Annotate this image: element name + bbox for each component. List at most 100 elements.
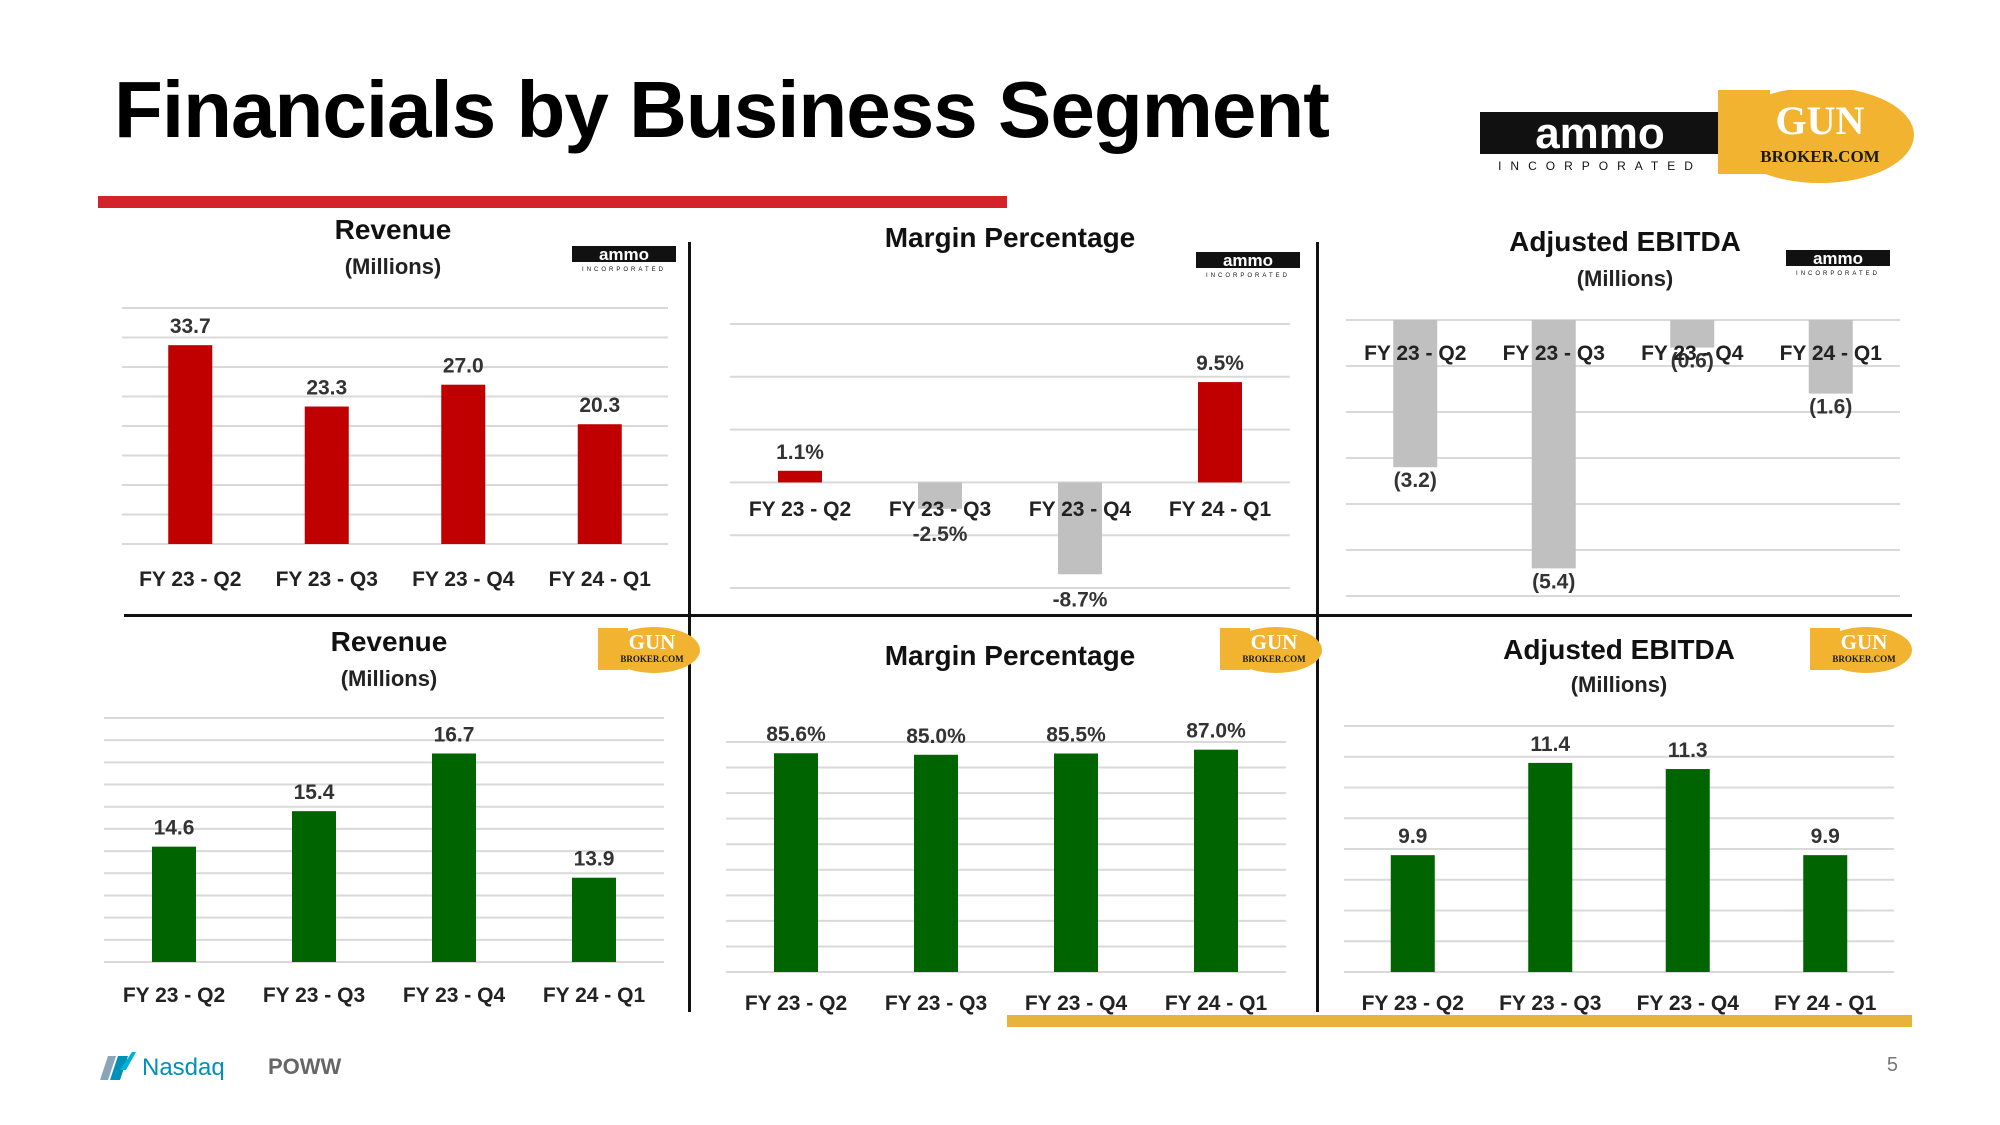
data-label: 9.9 xyxy=(1398,825,1427,848)
data-label: 23.3 xyxy=(306,377,347,400)
bar-1 xyxy=(168,345,213,544)
data-label: -8.7% xyxy=(1053,588,1108,611)
bar-2 xyxy=(914,754,958,972)
category-label: FY 23 - Q4 xyxy=(1025,992,1128,1015)
chart-subtitle: (Millions) xyxy=(1570,672,1668,697)
bar-4 xyxy=(1194,749,1238,972)
brand-logos: ammo INCORPORATED GUN BROKER.COM xyxy=(1480,90,1914,183)
chart-ammo-margin: 1.1% FY 23 - Q2 -2.5%FY 23 - Q3 -8.7% FY 23 … xyxy=(730,323,1290,611)
data-label: 85.0% xyxy=(906,725,966,748)
bar-3 xyxy=(1054,753,1098,972)
category-label: FY 24 - Q1 xyxy=(543,984,646,1007)
ammo-mini-logo: ammo INCORPORATED xyxy=(1196,251,1300,279)
data-label: 20.3 xyxy=(579,394,620,417)
category-label: FY 23 - Q3 xyxy=(1499,992,1601,1015)
bottom-accent-rule xyxy=(1007,1015,1912,1027)
nasdaq-logo: Nasdaq xyxy=(100,1052,225,1081)
category-label: FY 23 - Q4 xyxy=(403,984,506,1007)
category-label: FY 23 - Q3 xyxy=(263,984,365,1007)
gunbroker-logo: GUN BROKER.COM xyxy=(1718,90,1914,183)
svg-text:BROKER.COM: BROKER.COM xyxy=(1832,654,1896,664)
bar-4 xyxy=(1808,320,1853,394)
bar-3 xyxy=(432,753,476,962)
svg-text:ammo: ammo xyxy=(1813,249,1863,268)
data-label: 1.1% xyxy=(776,441,824,464)
data-label: 11.4 xyxy=(1530,733,1570,756)
panel-divider-horizontal xyxy=(124,614,1912,617)
chart-panel-ammo-revenue: 33.7 FY 23 - Q2 23.3 FY 23 - Q3 27.0 FY 23 - … xyxy=(108,214,678,612)
chart-ammo-revenue: 33.7 FY 23 - Q2 23.3 FY 23 - Q3 27.0 FY 23 - … xyxy=(122,307,668,591)
category-label: FY 23 - Q2 xyxy=(1362,992,1464,1015)
data-label: 33.7 xyxy=(170,315,211,338)
data-label: (5.4) xyxy=(1532,570,1575,593)
bar-2 xyxy=(1528,762,1573,972)
panel-divider-vertical-left xyxy=(688,242,691,1012)
svg-text:INCORPORATED: INCORPORATED xyxy=(1796,271,1880,277)
bar-4 xyxy=(572,877,616,962)
bar-2 xyxy=(1531,320,1576,569)
svg-text:INCORPORATED: INCORPORATED xyxy=(1206,273,1290,279)
gunbroker-line2: BROKER.COM xyxy=(1760,147,1879,166)
svg-text:BROKER.COM: BROKER.COM xyxy=(620,654,684,664)
category-label: FY 23 - Q2 xyxy=(749,498,851,521)
chart-panel-gb-revenue: 14.6 FY 23 - Q2 15.4 FY 23 - Q3 16.7 FY 23 - … xyxy=(104,626,700,1016)
category-label: FY 23 - Q3 xyxy=(276,568,378,591)
bar-2 xyxy=(292,811,336,962)
title-underline xyxy=(98,196,1007,208)
gunbroker-line1: GUN xyxy=(1776,98,1865,143)
chart-title: Revenue xyxy=(334,214,452,245)
data-label: -2.5% xyxy=(913,523,968,546)
page-title: Financials by Business Segment xyxy=(114,65,1330,154)
chart-panel-gb-ebitda: 9.9 FY 23 - Q2 11.4 FY 23 - Q3 11.3 FY 23 - Q… xyxy=(1334,626,1912,1016)
data-label: 9.5% xyxy=(1196,352,1244,375)
ammo-mini-logo: ammo INCORPORATED xyxy=(572,245,676,273)
svg-text:ammo: ammo xyxy=(1223,251,1273,270)
svg-text:ammo: ammo xyxy=(599,245,649,264)
svg-text:GUN: GUN xyxy=(629,630,676,654)
bar-1 xyxy=(152,846,196,962)
chart-panel-gb-margin: 85.6% FY 23 - Q2 85.0% FY 23 - Q3 85.5% FY 23… xyxy=(720,626,1322,1016)
chart-title: Adjusted EBITDA xyxy=(1509,226,1741,257)
panel-divider-vertical-right xyxy=(1316,242,1319,1012)
ammo-mini-logo: ammo INCORPORATED xyxy=(1786,249,1890,277)
bar-3 xyxy=(1665,769,1710,972)
data-label: 27.0 xyxy=(443,355,484,378)
bar-1 xyxy=(778,470,822,483)
category-label: FY 24 - Q1 xyxy=(1169,498,1272,521)
chart-subtitle: (Millions) xyxy=(340,666,438,691)
chart-title: Adjusted EBITDA xyxy=(1503,634,1735,665)
data-label: (0.6) xyxy=(1671,350,1714,373)
data-label: 11.3 xyxy=(1668,739,1708,762)
bar-3 xyxy=(1670,320,1715,348)
chart-panel-ammo-ebitda: (3.2) FY 23 - Q2 (5.4) FY 23 - Q3 (0.6) FY 23… xyxy=(1340,214,1910,612)
ammo-wordmark: ammo xyxy=(1535,109,1665,158)
category-label: FY 23 - Q4 xyxy=(1637,992,1740,1015)
category-label: FY 24 - Q1 xyxy=(1774,992,1877,1015)
svg-text:GUN: GUN xyxy=(1841,630,1888,654)
page-number: 5 xyxy=(1886,1054,1898,1076)
bar-2 xyxy=(304,406,349,544)
nasdaq-wordmark: Nasdaq xyxy=(142,1054,225,1081)
data-label: (3.2) xyxy=(1394,469,1437,492)
category-label: FY 23 - Q4 xyxy=(412,568,515,591)
svg-text:BROKER.COM: BROKER.COM xyxy=(1242,654,1306,664)
data-label: 85.5% xyxy=(1046,724,1106,747)
category-label: FY 23 - Q3 xyxy=(885,992,987,1015)
chart-panel-ammo-margin: 1.1% FY 23 - Q2 -2.5% FY 23 - Q3 -8.7% FY 23 … xyxy=(720,214,1300,612)
category-label: FY 23 - Q3 xyxy=(1503,342,1605,365)
bar-3 xyxy=(1058,482,1102,575)
chart-gb-ebitda: 9.9 FY 23 - Q2 11.4 FY 23 - Q3 11.3 FY 23 - Q… xyxy=(1344,725,1894,1015)
data-label: 87.0% xyxy=(1186,720,1246,743)
chart-ammo-ebitda: (3.2) FY 23 - Q2 (5.4) FY 23 - Q3 (0.6)FY 23… xyxy=(1346,319,1900,597)
chart-gb-revenue: 14.6 FY 23 - Q2 15.4 FY 23 - Q3 16.7 FY 23 - … xyxy=(104,717,664,1007)
bar-2 xyxy=(918,482,962,509)
category-label: FY 23 - Q2 xyxy=(745,992,847,1015)
bar-3 xyxy=(441,384,486,544)
category-label: FY 23 - Q4 xyxy=(1029,498,1132,521)
bar-4 xyxy=(1198,382,1242,483)
bar-1 xyxy=(1390,855,1435,972)
chart-title: Margin Percentage xyxy=(884,222,1136,253)
ammo-tagline: INCORPORATED xyxy=(1498,159,1702,173)
